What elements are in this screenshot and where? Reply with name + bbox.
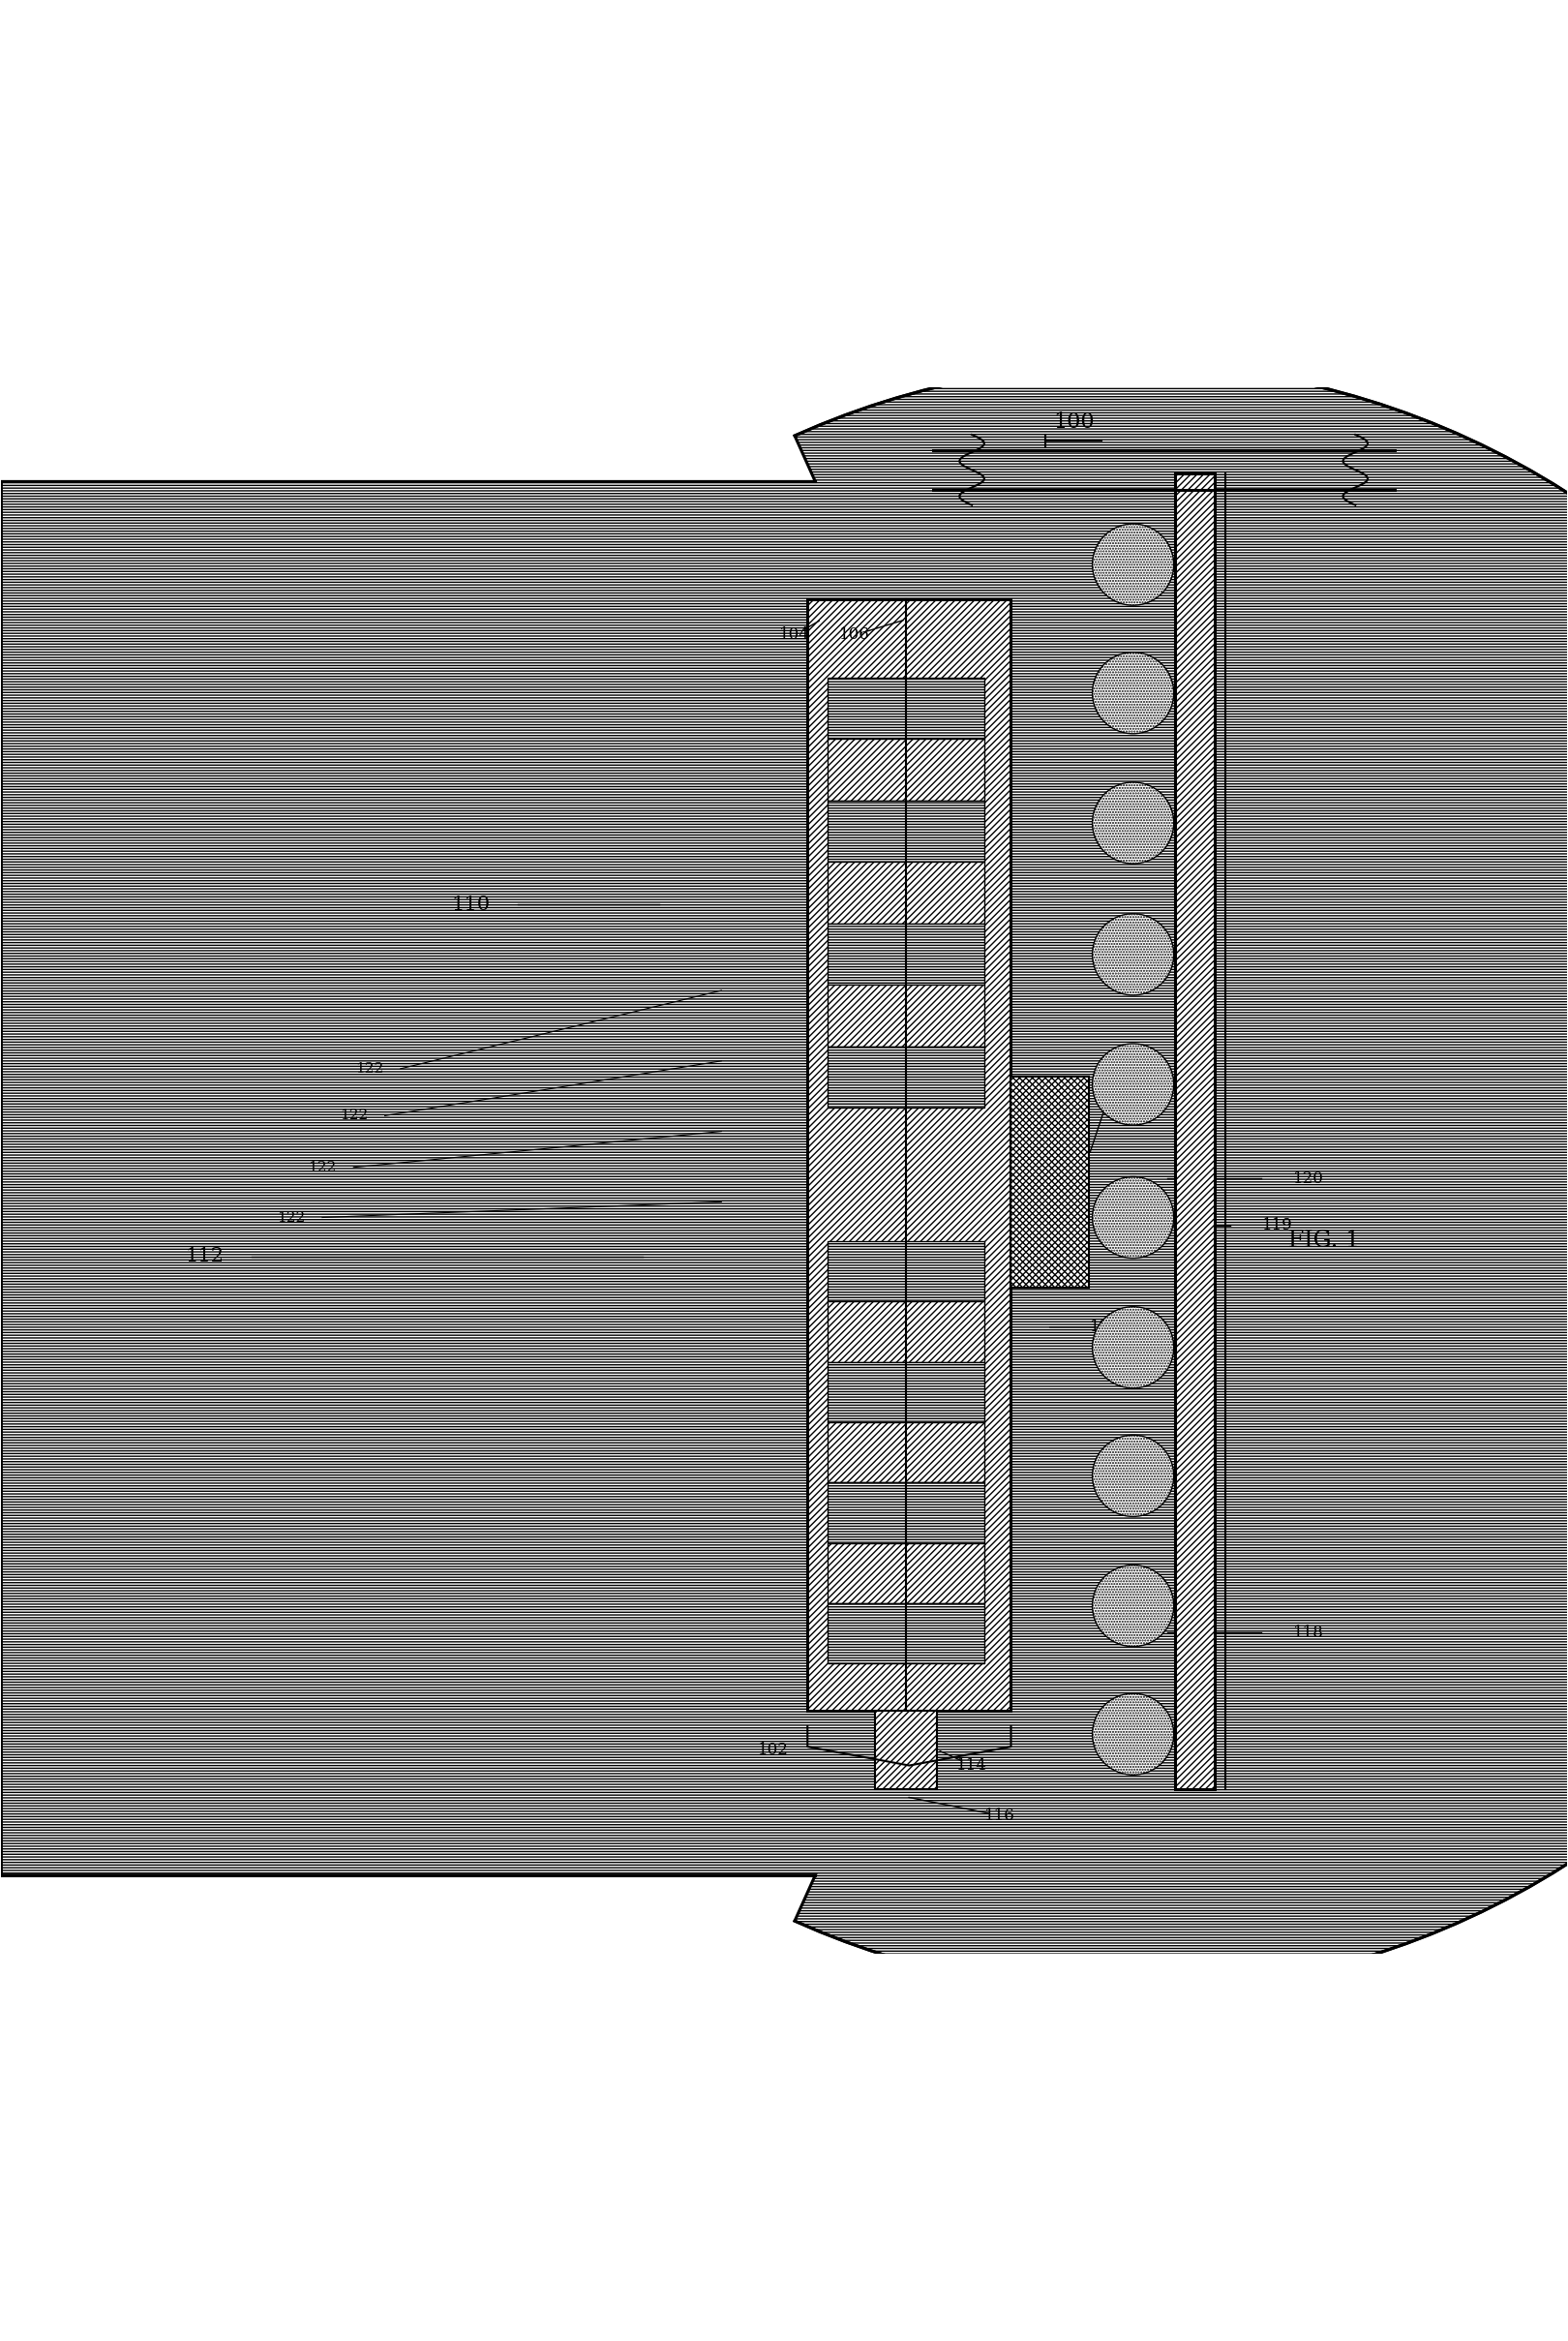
Bar xyxy=(828,677,985,740)
Circle shape xyxy=(1093,1306,1174,1388)
Text: 120: 120 xyxy=(1294,1170,1323,1187)
Text: 102: 102 xyxy=(757,1742,789,1758)
Bar xyxy=(828,1046,985,1107)
Bar xyxy=(828,740,985,801)
Text: 124: 124 xyxy=(1090,1318,1120,1334)
Text: 122: 122 xyxy=(307,1161,337,1175)
Bar xyxy=(828,922,985,986)
Bar xyxy=(828,1604,985,1664)
Circle shape xyxy=(1093,1178,1174,1257)
Bar xyxy=(828,1241,985,1302)
Bar xyxy=(1176,473,1215,1789)
Circle shape xyxy=(1093,1435,1174,1517)
Bar xyxy=(828,1482,985,1543)
Text: 106: 106 xyxy=(839,627,870,644)
Text: 122: 122 xyxy=(278,1210,306,1224)
Bar xyxy=(828,1421,985,1482)
Text: FIG. 1: FIG. 1 xyxy=(1289,1229,1359,1252)
Circle shape xyxy=(1093,653,1174,733)
Circle shape xyxy=(1093,782,1174,864)
Polygon shape xyxy=(2,365,1568,1992)
Bar xyxy=(875,1711,938,1789)
Bar xyxy=(1011,1077,1090,1288)
Bar xyxy=(828,801,985,861)
Text: 104: 104 xyxy=(779,627,811,644)
Bar xyxy=(828,861,985,922)
Text: 108: 108 xyxy=(1098,1077,1127,1093)
Bar xyxy=(828,986,985,1046)
Text: 122: 122 xyxy=(354,1063,383,1075)
Circle shape xyxy=(1093,1693,1174,1774)
Polygon shape xyxy=(2,365,1568,1992)
Text: 110: 110 xyxy=(452,894,491,913)
Bar xyxy=(808,599,1011,1711)
Circle shape xyxy=(1093,1566,1174,1646)
Text: 112: 112 xyxy=(185,1248,224,1266)
Circle shape xyxy=(1093,1044,1174,1126)
Circle shape xyxy=(1093,913,1174,995)
Bar xyxy=(828,1362,985,1421)
Text: 116: 116 xyxy=(985,1807,1016,1824)
Bar xyxy=(828,1543,985,1604)
Bar xyxy=(828,1302,985,1362)
Text: 119: 119 xyxy=(1262,1217,1292,1234)
Text: 122: 122 xyxy=(339,1110,367,1121)
Circle shape xyxy=(1093,524,1174,606)
Text: 100: 100 xyxy=(1054,412,1094,433)
Text: 114: 114 xyxy=(956,1758,988,1774)
Text: 118: 118 xyxy=(1294,1625,1323,1641)
